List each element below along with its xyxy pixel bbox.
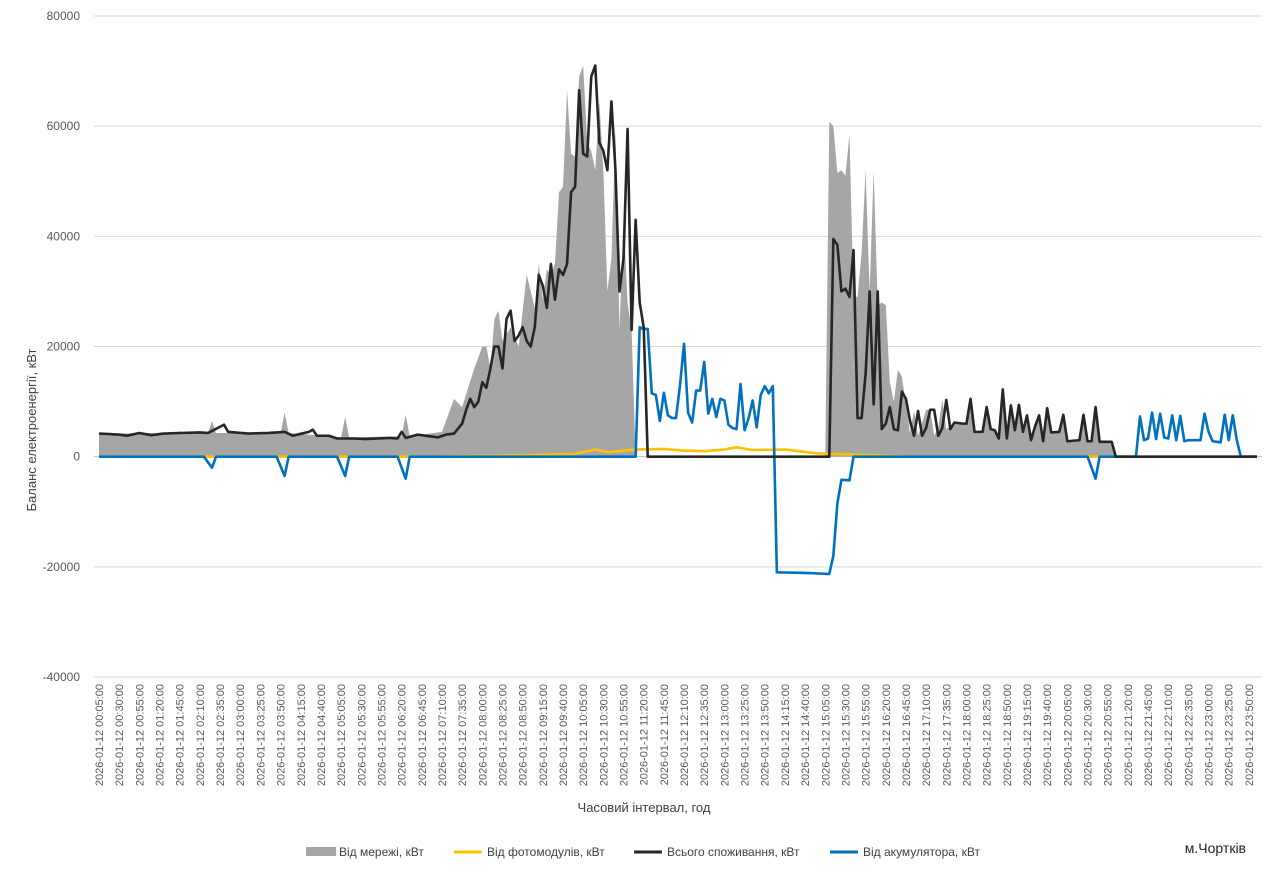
x-tick-label: 2026-01-12 01:20:00 [155, 684, 167, 786]
x-tick-label: 2026-01-12 22:35:00 [1183, 684, 1195, 786]
x-tick-label: 2026-01-12 18:50:00 [1002, 684, 1014, 786]
legend-label: Всього споживання, кВт [667, 845, 800, 859]
x-tick-label: 2026-01-12 07:35:00 [457, 684, 469, 786]
x-tick-label: 2026-01-12 00:55:00 [134, 684, 146, 786]
x-tick-label: 2026-01-12 19:40:00 [1042, 684, 1054, 786]
x-tick-label: 2026-01-12 16:45:00 [901, 684, 913, 786]
y-axis-title: Баланс електроенергії, кВт [24, 348, 39, 511]
x-tick-label: 2026-01-12 06:20:00 [397, 684, 409, 786]
x-tick-label: 2026-01-12 11:45:00 [659, 684, 671, 785]
y-tick-label: 0 [73, 450, 80, 464]
series-line-total-consumption [98, 64, 1257, 458]
x-tick-label: 2026-01-12 04:40:00 [316, 684, 328, 786]
x-axis-title: Часовий інтервал, год [578, 800, 711, 815]
y-tick-labels: -40000 -20000 0 20000 40000 60000 80000 [43, 9, 81, 684]
x-tick-label: 2026-01-12 03:50:00 [276, 684, 288, 786]
x-tick-label: 2026-01-12 16:20:00 [881, 684, 893, 786]
x-tick-label: 2026-01-12 23:50:00 [1244, 684, 1256, 786]
x-tick-label: 2026-01-12 13:00:00 [719, 684, 731, 786]
x-tick-label: 2026-01-12 15:55:00 [861, 684, 873, 786]
x-tick-label: 2026-01-12 17:10:00 [921, 684, 933, 786]
x-tick-label: 2026-01-12 02:10:00 [195, 684, 207, 786]
city-caption: м.Чортків [1184, 840, 1246, 856]
y-tick-label: -20000 [43, 560, 81, 574]
y-tick-label: -40000 [43, 670, 81, 684]
x-tick-label: 2026-01-12 19:15:00 [1022, 684, 1034, 786]
x-tick-label: 2026-01-12 04:15:00 [296, 684, 308, 786]
x-tick-label: 2026-01-12 05:30:00 [356, 684, 368, 786]
x-tick-label: 2026-01-12 23:00:00 [1204, 684, 1216, 786]
y-tick-label: 20000 [47, 340, 81, 354]
x-tick-labels: 2026-01-12 00:05:00 2026-01-12 00:30:00 20… [94, 684, 1256, 786]
x-tick-label: 2026-01-12 08:50:00 [518, 684, 530, 786]
x-tick-label: 2026-01-12 10:05:00 [578, 684, 590, 786]
y-tick-label: 60000 [47, 119, 81, 133]
x-tick-label: 2026-01-12 21:45:00 [1143, 684, 1155, 786]
x-tick-label: 2026-01-12 10:30:00 [598, 684, 610, 786]
y-tick-label: 80000 [47, 9, 81, 23]
x-tick-label: 2026-01-12 20:30:00 [1083, 684, 1095, 786]
grid-lines [94, 15, 1262, 678]
x-tick-label: 2026-01-12 12:10:00 [679, 684, 691, 786]
x-tick-label: 2026-01-12 06:45:00 [417, 684, 429, 786]
x-tick-label: 2026-01-12 09:40:00 [558, 684, 570, 786]
x-tick-label: 2026-01-12 13:50:00 [760, 684, 772, 786]
x-tick-label: 2026-01-12 02:35:00 [215, 684, 227, 786]
x-tick-label: 2026-01-12 00:30:00 [114, 684, 126, 786]
x-tick-label: 2026-01-12 14:15:00 [780, 684, 792, 786]
x-tick-label: 2026-01-12 08:00:00 [477, 684, 489, 786]
x-tick-label: 2026-01-12 03:25:00 [255, 684, 267, 786]
x-tick-label: 2026-01-12 00:05:00 [94, 684, 106, 786]
y-tick-label: 40000 [47, 229, 81, 243]
x-tick-label: 2026-01-12 05:05:00 [336, 684, 348, 786]
legend-label: Від акумулятора, кВт [863, 845, 980, 859]
series-line-battery [99, 325, 1257, 576]
x-tick-label: 2026-01-12 18:25:00 [982, 684, 994, 786]
x-tick-label: 2026-01-12 10:55:00 [619, 684, 631, 786]
x-tick-label: 2026-01-12 07:10:00 [437, 684, 449, 786]
x-tick-label: 2026-01-12 13:25:00 [740, 684, 752, 786]
x-tick-label: 2026-01-12 08:25:00 [497, 684, 509, 786]
x-tick-label: 2026-01-12 01:45:00 [175, 684, 187, 786]
legend-label: Від фотомодулів, кВт [487, 845, 605, 859]
x-tick-label: 2026-01-12 23:25:00 [1224, 684, 1236, 786]
x-tick-label: 2026-01-12 11:20:00 [639, 684, 651, 785]
series-layer [98, 64, 1257, 576]
x-tick-label: 2026-01-12 03:00:00 [235, 684, 247, 786]
legend-label: Від мережі, кВт [339, 845, 424, 859]
legend: Від мережі, кВт Від фотомодулів, кВт Всьог… [306, 845, 980, 859]
x-tick-label: 2026-01-12 20:55:00 [1103, 684, 1115, 786]
x-tick-label: 2026-01-12 18:00:00 [961, 684, 973, 786]
x-tick-label: 2026-01-12 17:35:00 [941, 684, 953, 786]
legend-swatch-area [306, 847, 336, 856]
x-tick-label: 2026-01-12 15:30:00 [840, 684, 852, 786]
x-tick-label: 2026-01-12 20:05:00 [1062, 684, 1074, 786]
x-tick-label: 2026-01-12 12:35:00 [699, 684, 711, 786]
x-tick-label: 2026-01-12 09:15:00 [538, 684, 550, 786]
x-tick-label: 2026-01-12 22:10:00 [1163, 684, 1175, 786]
x-tick-label: 2026-01-12 05:55:00 [376, 684, 388, 786]
x-tick-label: 2026-01-12 14:40:00 [800, 684, 812, 786]
x-tick-label: 2026-01-12 21:20:00 [1123, 684, 1135, 786]
x-tick-label: 2026-01-12 15:05:00 [820, 684, 832, 786]
